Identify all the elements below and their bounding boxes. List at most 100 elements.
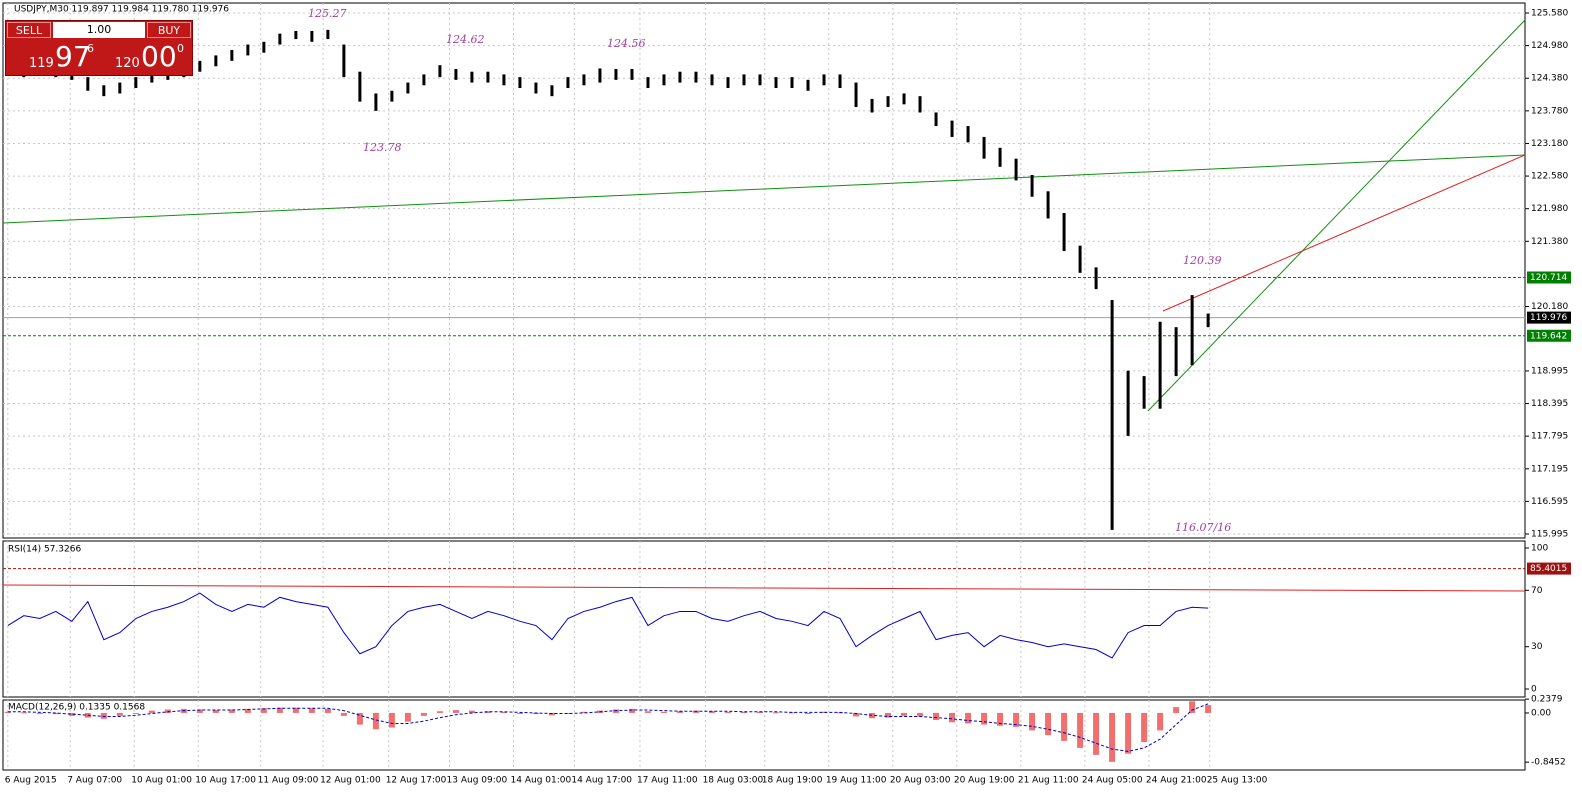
macd-bar: [917, 712, 924, 717]
price-bar: [598, 68, 602, 83]
macd-bar: [612, 709, 619, 713]
macd-bar: [228, 709, 235, 713]
macd-frame: [2, 699, 1526, 771]
x-tick-label: 24 Aug 05:00: [1082, 776, 1143, 786]
macd-bar: [372, 712, 379, 730]
price-bar: [422, 74, 426, 86]
trendline: [2, 154, 1526, 224]
signal-line: [7, 703, 1209, 752]
macd-bar: [4, 711, 11, 713]
macd-bar: [1189, 701, 1196, 713]
price-bar: [118, 82, 122, 94]
macd-bar: [36, 712, 43, 714]
y-tick-label: 120.180: [1531, 302, 1568, 312]
price-bar: [406, 82, 410, 94]
price-bar: [774, 77, 778, 89]
price-bar: [486, 71, 490, 83]
macd-bar: [740, 711, 747, 713]
ask-main: 00: [141, 40, 177, 73]
price-bar: [534, 82, 538, 94]
x-tick-label: 14 Aug 17:00: [571, 776, 632, 786]
x-tick-label: 12 Aug 01:00: [320, 776, 381, 786]
y-tick-label: -0.8452: [1531, 758, 1566, 768]
macd-bar: [1205, 705, 1212, 713]
macd-bar: [532, 712, 539, 715]
macd-bar: [1013, 712, 1020, 727]
price-bar: [1014, 158, 1018, 181]
price-bar: [518, 77, 522, 89]
macd-bar: [756, 711, 763, 713]
price-bar: [214, 55, 218, 67]
macd-bar: [933, 712, 940, 720]
level-box: [1527, 329, 1571, 342]
y-tick-label: 117.195: [1531, 464, 1568, 474]
price-bar: [358, 71, 362, 102]
macd-bar: [132, 712, 139, 714]
price-bar: [630, 68, 634, 80]
trendline: [1162, 154, 1526, 312]
macd-bar: [116, 712, 123, 716]
macd-bar: [1029, 712, 1036, 731]
macd-bar: [436, 711, 443, 713]
y-tick-label: 115.995: [1531, 530, 1568, 540]
annotation: 125.27: [308, 7, 347, 20]
macd-bar: [340, 712, 347, 716]
price-bar: [934, 112, 938, 127]
price-bar: [1030, 174, 1034, 197]
y-tick-label: 118.395: [1531, 399, 1568, 409]
x-tick-label: 25 Aug 13:00: [1207, 776, 1268, 786]
x-tick-label: 17 Aug 11:00: [637, 776, 698, 786]
y-tick-label: 117.795: [1531, 432, 1568, 442]
price-bar: [502, 74, 506, 86]
y-tick-label: 0.2379: [1531, 695, 1563, 705]
macd-bar: [1077, 712, 1084, 748]
macd-bar: [1173, 707, 1180, 713]
price-bar: [742, 74, 746, 86]
macd-bar: [276, 707, 283, 713]
macd-bar: [580, 711, 587, 713]
x-tick-label: 24 Aug 21:00: [1146, 776, 1207, 786]
price-bar: [854, 82, 858, 108]
level-label: 119.642: [1530, 331, 1567, 341]
y-tick-label: 118.995: [1531, 366, 1568, 376]
x-tick-label: 21 Aug 11:00: [1018, 776, 1079, 786]
price-bar: [790, 77, 794, 89]
macd-bar: [965, 712, 972, 724]
x-tick-label: 20 Aug 03:00: [890, 776, 951, 786]
price-bar: [582, 74, 586, 86]
price-bar: [470, 71, 474, 83]
bid-small: 6: [87, 42, 94, 55]
price-bar: [902, 93, 906, 105]
x-tick-label: 18 Aug 03:00: [703, 776, 764, 786]
macd-bar: [676, 711, 683, 713]
sell-button[interactable]: SELL: [7, 22, 51, 38]
y-tick-label: 125.580: [1531, 9, 1568, 19]
price-bar: [550, 85, 554, 97]
price-bar: [134, 77, 138, 89]
lots-input[interactable]: 1.00: [53, 22, 145, 38]
annotation: 124.62: [446, 33, 485, 46]
y-tick-label: 123.780: [1531, 106, 1568, 116]
price-bar: [246, 44, 250, 56]
price-bar: [454, 68, 458, 80]
rsi-line: [7, 592, 1209, 659]
symbol-title: USDJPY,M30 119.897 119.984 119.780 119.9…: [14, 5, 229, 15]
macd-bar: [564, 712, 571, 714]
price-bar: [390, 90, 394, 102]
y-tick-label: 122.580: [1531, 172, 1568, 182]
buy-button[interactable]: BUY: [147, 22, 191, 38]
price-bar: [918, 96, 922, 113]
macd-bar: [660, 711, 667, 713]
level-label: 120.714: [1530, 273, 1567, 283]
price-bar: [1126, 370, 1130, 436]
y-tick-label: 121.380: [1531, 237, 1568, 247]
macd-bar: [773, 712, 780, 714]
macd-bar: [1157, 712, 1164, 731]
macd-bar: [548, 712, 555, 716]
price-bar: [678, 71, 682, 83]
trade-panel: SELL 1.00 BUY 119 97 6 120 00 0: [5, 20, 193, 76]
price-bar: [662, 74, 666, 86]
x-tick-label: 12 Aug 17:00: [386, 776, 447, 786]
